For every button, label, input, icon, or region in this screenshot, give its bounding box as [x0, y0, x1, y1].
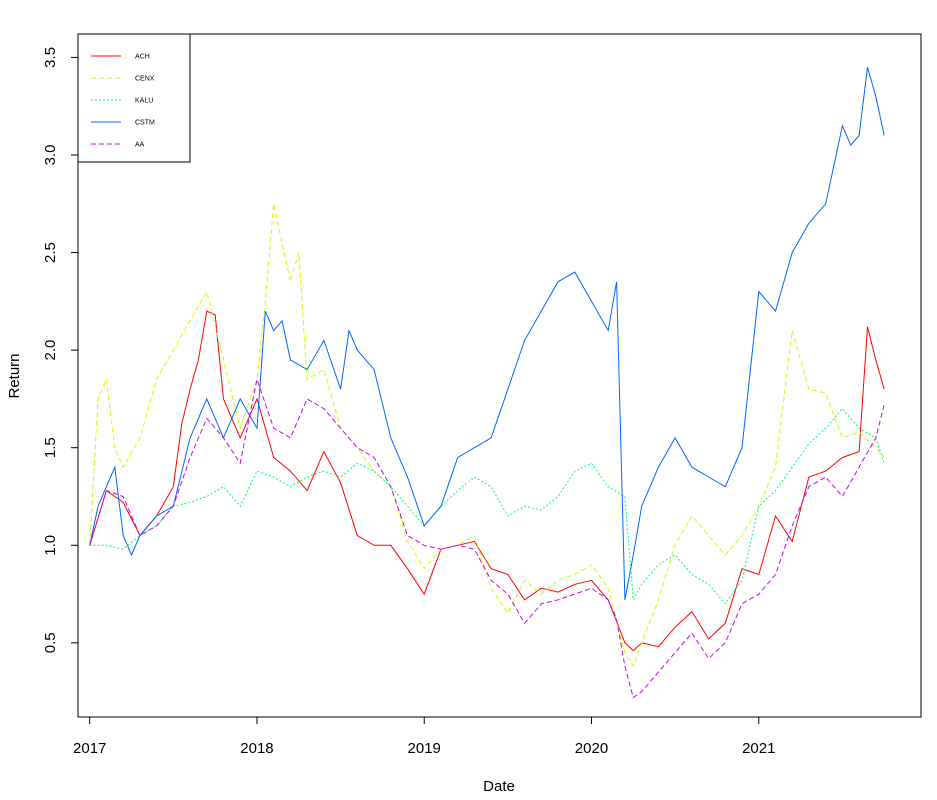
x-axis: 2017 2018 2019 2020 2021	[73, 716, 775, 757]
legend-label-kalu: KALU	[135, 98, 153, 105]
legend-label-cstm: CSTM	[135, 120, 155, 127]
legend: ACH CENX KALU CSTM AA	[77, 33, 191, 163]
legend-box	[77, 33, 191, 163]
series-layer	[89, 67, 885, 699]
series-line-kalu	[89, 407, 885, 605]
y-tick-label: 1.0	[42, 535, 59, 556]
y-tick-label: 0.5	[42, 632, 59, 653]
x-axis-label: Date	[483, 778, 515, 795]
y-axis-label: Return	[6, 353, 23, 398]
series-line-cstm	[89, 67, 885, 600]
legend-label-ach: ACH	[135, 54, 150, 61]
series-line-ach	[89, 310, 885, 652]
y-tick-label: 2.5	[42, 242, 59, 263]
y-tick-label: 1.5	[42, 437, 59, 458]
legend-label-cenx: CENX	[135, 76, 155, 83]
x-tick-label: 2017	[73, 740, 106, 757]
y-tick-label: 2.0	[42, 340, 59, 361]
x-tick-label: 2021	[742, 740, 775, 757]
series-line-aa	[89, 377, 885, 699]
y-tick-label: 3.0	[42, 145, 59, 166]
y-tick-label: 3.5	[42, 47, 59, 68]
series-line-cenx	[89, 203, 885, 668]
x-tick-label: 2020	[575, 740, 608, 757]
x-tick-label: 2018	[240, 740, 273, 757]
legend-label-aa: AA	[135, 142, 145, 149]
x-tick-label: 2019	[408, 740, 441, 757]
